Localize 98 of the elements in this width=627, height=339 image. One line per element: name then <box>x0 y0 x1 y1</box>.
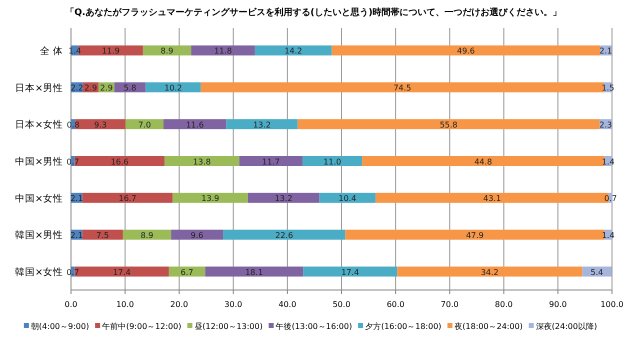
data-label: 13.2 <box>274 194 293 204</box>
data-label: 2.9 <box>84 84 98 93</box>
bar <box>168 266 206 277</box>
legend-label: 午前中(9:00～12:00) <box>102 322 182 331</box>
data-label: 8.9 <box>160 46 174 56</box>
bar <box>205 266 304 277</box>
legend-label: 午後(13:00～16:00) <box>276 322 352 331</box>
data-label: 74.5 <box>393 84 412 93</box>
x-tick-label: 80.0 <box>494 300 513 309</box>
x-tick-label: 60.0 <box>386 300 405 309</box>
bar <box>82 230 123 240</box>
data-label: 16.7 <box>118 194 136 204</box>
data-label: 10.4 <box>338 194 356 204</box>
data-label: 7.0 <box>138 120 151 130</box>
bar <box>254 45 332 56</box>
legend-label: 夜(18:00～24:00) <box>454 322 523 331</box>
data-label: 11.0 <box>323 157 342 166</box>
x-tick-label: 90.0 <box>548 300 567 309</box>
data-label: 47.9 <box>466 231 484 240</box>
y-tick-label: 韓国×男性 <box>15 229 63 242</box>
bar <box>319 192 376 203</box>
bar <box>362 156 604 166</box>
bar <box>226 119 298 130</box>
data-label: 11.8 <box>214 46 232 56</box>
bar <box>298 119 600 130</box>
data-label: 10.2 <box>164 84 182 93</box>
data-label: 43.1 <box>483 194 502 204</box>
bar <box>82 192 173 203</box>
data-label: 8.9 <box>140 231 154 240</box>
bar <box>191 45 255 56</box>
legend-label: 昼(12:00～13:00) <box>194 322 263 331</box>
data-label: 6.7 <box>180 268 194 277</box>
data-label: 7.5 <box>96 231 110 240</box>
data-label: 2.1 <box>70 194 84 204</box>
data-label: 2.1 <box>599 46 612 56</box>
bar <box>223 230 346 240</box>
data-label: 55.8 <box>440 120 458 130</box>
legend-label: 夕方(16:00～18:00) <box>365 322 442 331</box>
bar <box>248 192 320 203</box>
data-label: 9.6 <box>190 231 204 240</box>
x-tick-label: 100.0 <box>600 300 624 309</box>
bar <box>345 230 604 240</box>
data-label: 17.4 <box>112 268 131 277</box>
chart-title: 「Q.あなたがフラッシュマーケティングサービスを利用する(したいと思う)時間帯について、一つだけお選びください。」 <box>65 7 562 18</box>
bar <box>126 119 164 130</box>
y-tick-label: 中国×男性 <box>15 156 63 168</box>
data-label: 44.8 <box>474 157 492 166</box>
bar <box>303 266 398 277</box>
data-label: 0.7 <box>66 268 80 277</box>
bar <box>146 82 201 92</box>
data-label: 11.7 <box>262 157 280 166</box>
data-label: 0.7 <box>66 157 80 166</box>
bar <box>171 230 224 240</box>
bar <box>200 82 604 92</box>
data-label: 14.2 <box>284 46 302 56</box>
y-tick-label: 中国×女性 <box>15 192 63 204</box>
data-label: 16.6 <box>110 157 129 166</box>
y-tick-label: 日本×女性 <box>15 118 63 131</box>
bar <box>302 156 362 166</box>
x-tick-label: 30.0 <box>224 300 242 309</box>
x-tick-label: 70.0 <box>440 300 459 309</box>
x-tick-label: 50.0 <box>332 300 350 309</box>
data-label: 11.6 <box>186 120 204 130</box>
bar <box>122 230 172 240</box>
y-tick-label: 日本×男性 <box>15 82 63 94</box>
x-tick-label: 20.0 <box>170 300 188 309</box>
y-tick-label: 韓国×女性 <box>15 266 63 278</box>
legend-label: 深夜(24:00以降) <box>536 322 598 331</box>
bar <box>332 45 600 56</box>
data-label: 11.9 <box>102 46 120 56</box>
data-label: 0.8 <box>66 120 80 130</box>
bar <box>172 192 248 203</box>
data-label: 9.3 <box>94 120 107 130</box>
data-label: 2.1 <box>70 231 84 240</box>
data-label: 2.3 <box>599 120 612 130</box>
bar <box>397 266 582 277</box>
data-label: 34.2 <box>480 268 499 277</box>
legend-label: 朝(4:00～9:00) <box>30 322 90 331</box>
x-tick-label: 0.0 <box>64 300 78 309</box>
data-label: 22.6 <box>275 231 294 240</box>
y-tick-label: 全 体 <box>40 44 63 57</box>
bar <box>239 156 303 166</box>
bar <box>164 156 240 166</box>
data-label: 5.8 <box>124 84 136 93</box>
data-label: 13.2 <box>253 120 271 130</box>
data-label: 13.9 <box>201 194 220 204</box>
data-label: 17.4 <box>341 268 360 277</box>
bar <box>142 45 192 56</box>
data-label: 13.8 <box>193 157 211 166</box>
data-label: 2.9 <box>100 84 113 93</box>
data-label: 2.2 <box>70 84 84 93</box>
data-label: 18.1 <box>245 268 264 277</box>
x-tick-label: 40.0 <box>278 300 296 309</box>
data-label: 49.6 <box>457 46 475 56</box>
bar <box>582 266 612 277</box>
bar <box>164 119 226 130</box>
data-label: 5.4 <box>590 268 604 277</box>
x-tick-label: 10.0 <box>116 300 134 309</box>
